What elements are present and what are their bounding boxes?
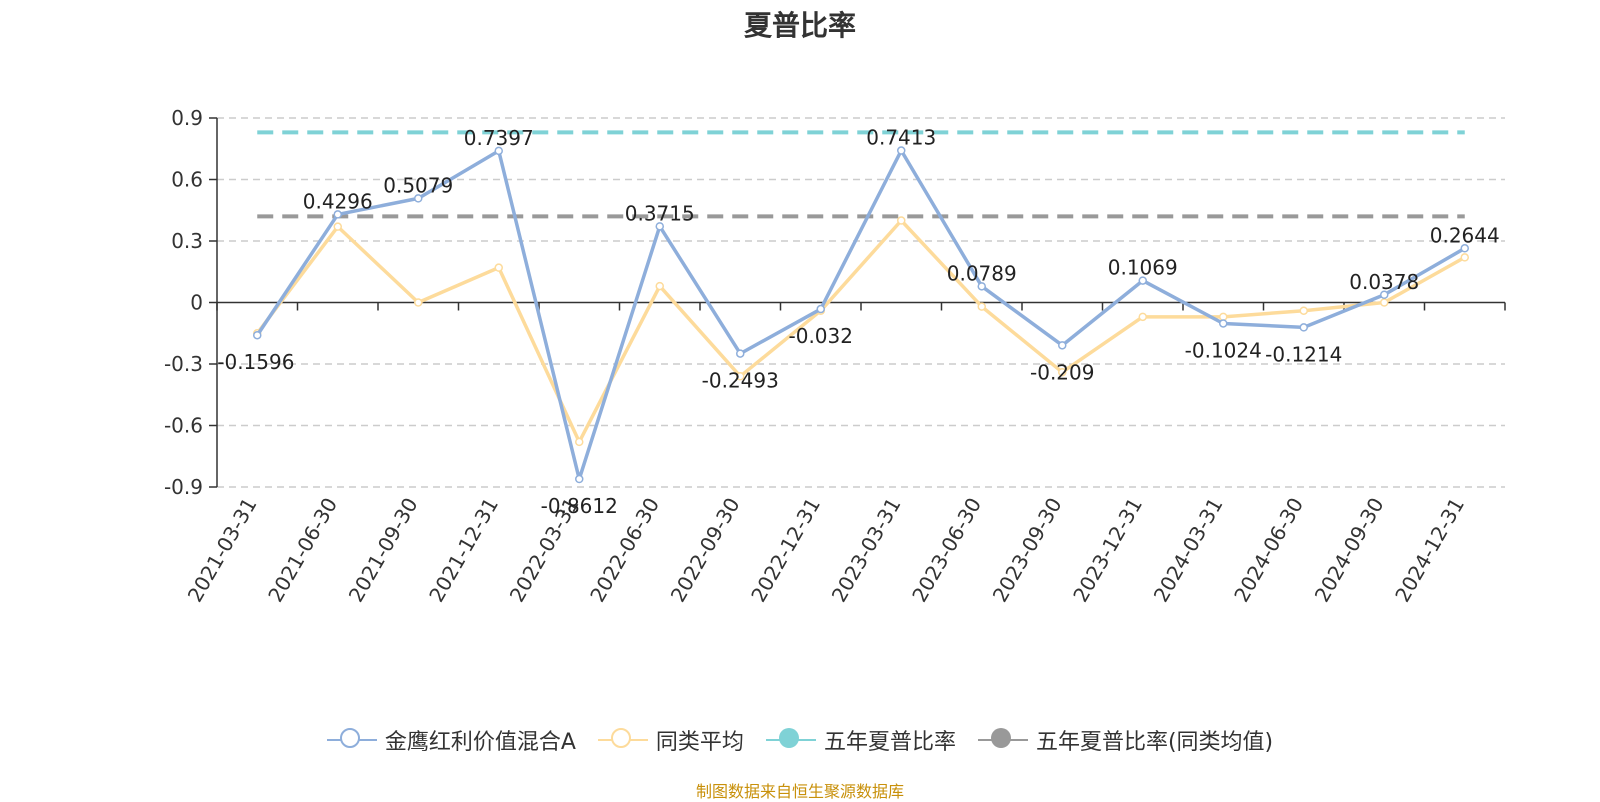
y-tick-label: 0.6 — [171, 168, 203, 192]
data-label: -0.1024 — [1185, 338, 1262, 362]
y-tick-label: -0.6 — [164, 414, 203, 438]
data-label: 0.2644 — [1430, 223, 1500, 247]
x-tick-label: 2021-12-31 — [424, 494, 503, 607]
series-point — [575, 474, 584, 484]
legend-marker-five-year-sharpe — [765, 728, 816, 752]
legend-label-five-year-sharpe: 五年夏普比率 — [823, 730, 956, 755]
legend-marker-peer-average — [597, 728, 648, 752]
x-tick-label: 2023-12-31 — [1068, 494, 1147, 607]
source-note: 制图数据来自恒生聚源数据库 — [695, 782, 904, 801]
data-label: -0.1596 — [217, 350, 294, 374]
data-label: 0.4296 — [303, 189, 373, 213]
series-point — [655, 281, 664, 291]
data-label: 0.7413 — [866, 126, 936, 150]
series-point — [736, 372, 745, 381]
series-point — [1299, 306, 1308, 315]
data-label: -0.032 — [789, 324, 853, 348]
data-labels: -0.1596 0.4296 0.5079 0.7397 -0.8612 0.3715 -0… — [217, 126, 1499, 519]
data-label: 0.7397 — [464, 126, 534, 150]
series-point — [1219, 319, 1228, 328]
y-tick-label: 0.9 — [171, 106, 203, 130]
series-point — [494, 263, 503, 272]
series-point — [575, 437, 584, 447]
y-tick-label: 0.3 — [171, 229, 203, 253]
series-point — [897, 216, 906, 225]
data-label: -0.8612 — [541, 494, 618, 518]
series-layer — [253, 146, 1469, 484]
series-point — [333, 222, 342, 231]
y-tick-label: -0.3 — [164, 352, 203, 376]
series-point — [977, 282, 986, 291]
x-tick-label: 2023-03-31 — [827, 494, 906, 607]
series-point — [253, 330, 262, 340]
series-point — [977, 302, 986, 311]
series-point — [1380, 298, 1389, 307]
x-tick-label: 2022-09-30 — [666, 494, 745, 607]
series-point — [1380, 290, 1389, 300]
legend-item-five-year-sharpe[interactable]: 五年夏普比率 — [765, 724, 956, 756]
x-tick-label: 2024-03-31 — [1149, 494, 1228, 607]
series-point — [1138, 312, 1147, 322]
series-point — [1138, 276, 1147, 285]
data-label: 0.0789 — [947, 261, 1017, 285]
data-label: -0.2493 — [702, 369, 779, 393]
series-point — [333, 210, 342, 219]
data-label: 0.0378 — [1349, 270, 1419, 294]
series-point — [414, 298, 423, 307]
series-point — [736, 349, 745, 358]
data-label: -0.209 — [1030, 360, 1094, 384]
x-tick-label: 2024-12-31 — [1390, 494, 1469, 607]
x-tick-label: 2024-06-30 — [1229, 494, 1308, 607]
series-point — [1058, 341, 1067, 350]
grid-layer — [217, 117, 1505, 488]
x-tick-label: 2023-09-30 — [988, 494, 1067, 607]
legend-marker-five-year-sharpe-peer — [977, 728, 1028, 752]
legend-label-peer-average: 同类平均 — [655, 730, 744, 755]
series-line — [255, 148, 1466, 481]
y-tick-label: -0.9 — [164, 475, 203, 499]
data-label: 0.1069 — [1108, 256, 1178, 280]
legend-label-five-year-sharpe-peer: 五年夏普比率(同类均值) — [1035, 730, 1274, 755]
series-point — [494, 146, 503, 156]
legend-item-peer-average[interactable]: 同类平均 — [597, 724, 744, 756]
legend-label-fund: 金鹰红利价值混合A — [384, 730, 576, 755]
series-point — [1299, 323, 1308, 332]
series-point — [655, 222, 664, 231]
x-tick-label: 2022-12-31 — [746, 494, 825, 607]
legend: 金鹰红利价值混合A 同类平均 五年夏普比率 五年夏普比率(同类均值) — [0, 724, 1600, 756]
series-point — [897, 146, 906, 155]
data-label: 0.3715 — [625, 201, 695, 225]
legend-item-five-year-sharpe-peer[interactable]: 五年夏普比率(同类均值) — [977, 724, 1274, 756]
series-point — [816, 304, 825, 314]
legend-marker-fund — [326, 728, 377, 752]
x-tick-label: 2021-03-31 — [183, 494, 262, 607]
series-point — [414, 194, 423, 203]
x-tick-label: 2021-06-30 — [263, 494, 342, 607]
y-tick-label: 0 — [190, 291, 203, 315]
data-label: -0.1214 — [1265, 342, 1342, 366]
series-point — [1460, 244, 1469, 253]
chart-title: 夏普比率 — [743, 9, 856, 42]
data-label: 0.5079 — [383, 173, 453, 197]
x-tick-label: 2021-09-30 — [344, 494, 423, 607]
legend-item-fund[interactable]: 金鹰红利价值混合A — [326, 724, 576, 756]
series-point — [1460, 253, 1469, 262]
reference-lines — [257, 130, 1465, 219]
series-point — [1058, 367, 1067, 377]
x-tick-label: 2023-06-30 — [907, 494, 986, 607]
x-tick-label: 2024-09-30 — [1310, 494, 1389, 607]
series-line — [255, 218, 1466, 444]
